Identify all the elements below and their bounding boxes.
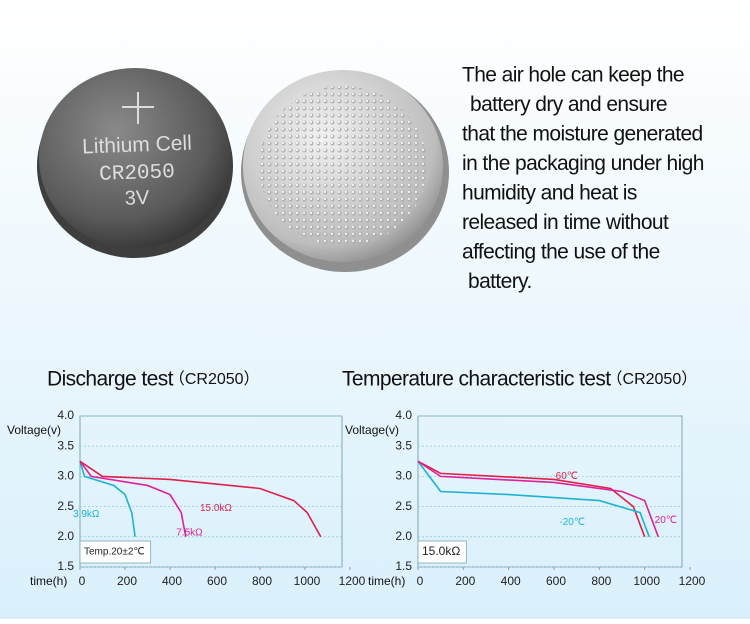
annotation-box xyxy=(417,540,467,564)
x-tick-label: 1000 xyxy=(294,574,321,588)
series-line xyxy=(79,461,136,537)
x-tick-label: 1200 xyxy=(679,574,706,588)
plot-frame xyxy=(79,415,343,568)
series-line xyxy=(79,460,322,538)
chart-subtitle: （CR2050） xyxy=(169,370,260,388)
chart-title: Discharge test xyxy=(47,368,174,391)
y-tick-label: 4.0 xyxy=(57,408,74,422)
annotation-box xyxy=(79,540,152,564)
x-axis-label: time(h) xyxy=(30,574,67,588)
x-tick-label: 200 xyxy=(117,574,137,588)
annotation: 15.0kΩ xyxy=(422,544,460,558)
series-label: 7.5kΩ xyxy=(176,527,203,538)
y-tick-label: 1.5 xyxy=(57,559,74,573)
annotation: Temp.20±2℃ xyxy=(84,547,145,558)
series-label: 3.9kΩ xyxy=(73,509,100,520)
x-tick-label: 600 xyxy=(207,574,227,588)
y-tick-label: 2.5 xyxy=(395,499,412,513)
coin-front: Lithium Cell CR2050 3V xyxy=(37,68,233,258)
y-tick-label: 3.5 xyxy=(395,438,412,452)
y-tick-label: 3.5 xyxy=(57,438,74,452)
description-line: that the moisture generated xyxy=(462,123,703,146)
series-line xyxy=(417,460,650,538)
coin-voltage: 3V xyxy=(124,187,150,210)
chart-subtitle: （CR2050） xyxy=(607,370,698,388)
y-tick-label: 1.5 xyxy=(395,559,412,573)
x-tick-label: 800 xyxy=(591,574,611,588)
chart-title: Temperature characteristic test xyxy=(342,368,611,391)
x-tick-label: 0 xyxy=(79,574,86,588)
y-tick-label: 2.0 xyxy=(57,529,74,543)
x-tick-label: 0 xyxy=(417,574,424,588)
x-tick-label: 400 xyxy=(501,574,521,588)
description-line: humidity and heat is xyxy=(462,182,637,205)
y-tick-label: 2.5 xyxy=(57,499,74,513)
description-line: battery dry and ensure xyxy=(470,93,667,116)
description-line: battery. xyxy=(468,270,532,293)
coin-brand: Lithium Cell xyxy=(82,132,192,159)
y-tick-label: 4.0 xyxy=(395,408,412,422)
y-axis-label: Voltage(v) xyxy=(345,423,399,437)
description-line: in the packaging under high xyxy=(462,152,704,175)
series-label: 20℃ xyxy=(655,515,677,526)
x-axis-label: time(h) xyxy=(368,574,405,588)
description-line: released in time without xyxy=(462,211,669,234)
y-tick-label: 3.0 xyxy=(395,469,412,483)
x-tick-label: 400 xyxy=(162,574,182,588)
x-tick-label: 1000 xyxy=(633,574,660,588)
x-tick-label: 1200 xyxy=(339,574,366,588)
series-label: 15.0kΩ xyxy=(200,503,232,514)
y-tick-label: 3.0 xyxy=(57,469,74,483)
description: The air hole can keep the battery dry and… xyxy=(462,64,704,294)
description-line: The air hole can keep the xyxy=(462,64,684,87)
coin-model: CR2050 xyxy=(99,161,175,187)
series-label: 60℃ xyxy=(556,471,578,482)
y-tick-label: 2.0 xyxy=(395,529,412,543)
x-tick-label: 600 xyxy=(546,574,566,588)
coin-back xyxy=(241,70,449,272)
y-axis-label: Voltage(v) xyxy=(7,423,61,437)
series-line xyxy=(417,460,660,538)
x-tick-label: 200 xyxy=(455,574,475,588)
x-tick-label: 800 xyxy=(252,574,272,588)
series-line xyxy=(79,460,187,537)
description-line: affecting the use of the xyxy=(462,241,660,264)
series-label: -20℃ xyxy=(559,517,585,528)
